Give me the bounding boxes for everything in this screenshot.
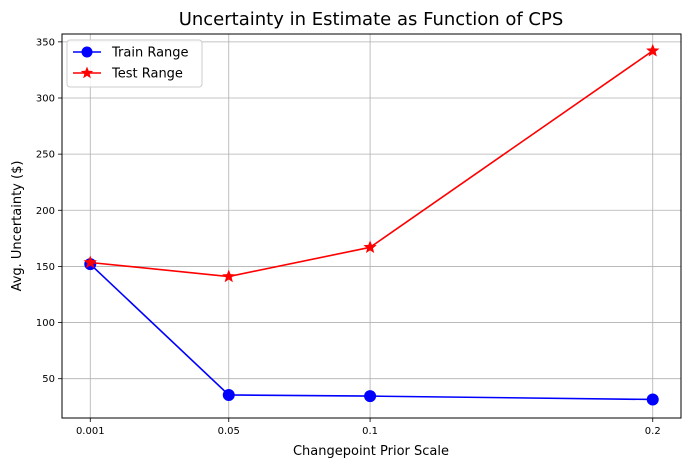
grid (62, 34, 681, 418)
x-tick-label: 0.1 (362, 426, 378, 437)
train-range-point (646, 393, 659, 406)
x-tick-label: 0.001 (76, 426, 105, 437)
test-range-point (83, 255, 97, 269)
y-tick-label: 350 (36, 37, 55, 48)
x-axis-label: Changepoint Prior Scale (293, 444, 449, 459)
legend-label-train-range: Train Range (111, 46, 189, 61)
legend: Train Range Test Range (66, 39, 203, 88)
train-range-point (364, 390, 377, 403)
y-tick-label: 50 (42, 374, 55, 385)
test-range-line (90, 50, 654, 278)
y-tick-label: 100 (36, 318, 55, 329)
y-axis-label: Avg. Uncertainty ($) (10, 161, 25, 292)
y-tick-label: 200 (36, 206, 55, 217)
y-tick-label: 300 (36, 94, 55, 105)
train-range-line (89, 263, 653, 401)
x-tick-label: 0.05 (218, 426, 240, 437)
plot-frame (61, 33, 682, 419)
x-tick-label: 0.2 (645, 426, 661, 437)
y-tick-label: 250 (36, 150, 55, 161)
test-range-point (646, 43, 660, 57)
legend-label-test-range: Test Range (111, 67, 183, 82)
test-range-point (222, 269, 236, 283)
chart-title: Uncertainty in Estimate as Function of C… (179, 9, 564, 30)
legend-marker-test-range (80, 66, 94, 79)
test-range-point (363, 240, 377, 253)
ticks: 0.001 0.05 0.1 0.2 50 100 150 200 250 300 350 (36, 37, 661, 437)
train-range-point (222, 388, 235, 401)
legend-marker-train-range (81, 46, 93, 58)
y-tick-label: 150 (36, 262, 55, 273)
series-layer (83, 43, 660, 406)
